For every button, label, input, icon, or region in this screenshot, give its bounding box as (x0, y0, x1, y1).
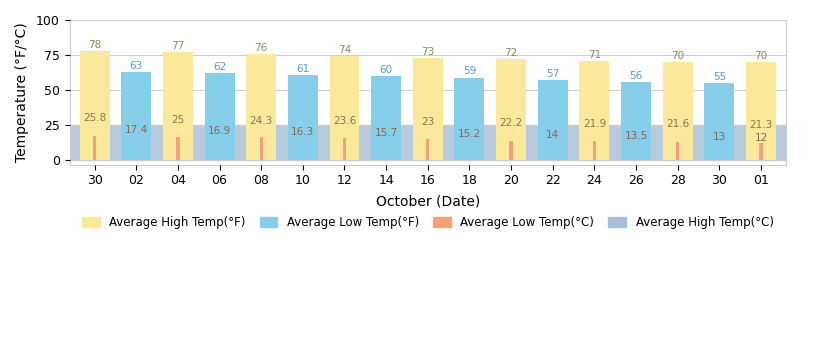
Text: 12: 12 (754, 133, 768, 143)
Bar (579, 61, 609, 160)
Bar (93, 136, 96, 160)
Text: 15.2: 15.2 (458, 129, 481, 139)
Text: 70: 70 (671, 51, 685, 61)
Bar (121, 72, 151, 160)
Bar (496, 59, 526, 160)
Text: 23: 23 (421, 117, 434, 127)
Text: 59: 59 (463, 66, 476, 76)
Text: 63: 63 (129, 61, 143, 71)
Bar (204, 73, 235, 160)
Bar (426, 139, 429, 160)
Bar (676, 142, 680, 160)
Text: 21.3: 21.3 (749, 120, 773, 130)
Y-axis label: Temperature (°F/°C): Temperature (°F/°C) (15, 22, 29, 162)
X-axis label: October (Date): October (Date) (376, 194, 480, 208)
Text: 25.8: 25.8 (83, 113, 106, 123)
Text: 73: 73 (421, 47, 434, 57)
Text: 60: 60 (379, 65, 393, 75)
Bar (538, 80, 568, 160)
Text: 74: 74 (338, 45, 351, 55)
Bar (260, 138, 263, 160)
Bar (621, 82, 651, 160)
Text: 14: 14 (546, 130, 559, 140)
Bar (663, 62, 693, 160)
Text: 22.2: 22.2 (500, 118, 523, 129)
Text: 17.4: 17.4 (124, 126, 148, 135)
Text: 24.3: 24.3 (250, 115, 273, 126)
Text: 78: 78 (88, 40, 101, 50)
Text: 76: 76 (255, 43, 268, 52)
Text: 56: 56 (629, 71, 642, 81)
Text: 13.5: 13.5 (624, 131, 647, 141)
Text: 71: 71 (588, 50, 601, 60)
Bar (705, 83, 735, 160)
Text: 70: 70 (754, 51, 768, 61)
Bar (176, 136, 179, 160)
Bar (80, 51, 110, 160)
Text: 62: 62 (212, 62, 226, 72)
Text: 25: 25 (171, 114, 184, 125)
Text: 61: 61 (296, 64, 310, 73)
Bar (510, 141, 513, 160)
Text: 21.9: 21.9 (583, 119, 606, 129)
Bar (593, 142, 596, 160)
Bar (371, 76, 401, 160)
Bar (247, 54, 276, 160)
Bar (288, 75, 318, 160)
Bar (759, 143, 763, 160)
Bar (746, 62, 776, 160)
Text: 16.3: 16.3 (291, 127, 315, 137)
Text: 13: 13 (713, 132, 726, 142)
Bar (455, 77, 485, 160)
Bar (343, 138, 346, 160)
Text: 23.6: 23.6 (333, 117, 356, 126)
Bar (330, 56, 359, 160)
Bar (70, 125, 786, 160)
Text: 72: 72 (505, 48, 518, 58)
Text: 21.6: 21.6 (666, 119, 690, 129)
Bar (413, 58, 443, 160)
Text: 16.9: 16.9 (208, 126, 231, 136)
Text: 57: 57 (546, 69, 559, 79)
Text: 77: 77 (171, 41, 184, 51)
Text: 55: 55 (713, 72, 726, 82)
Text: 15.7: 15.7 (374, 128, 398, 138)
Legend: Average High Temp(°F), Average Low Temp(°F), Average Low Temp(°C), Average High : Average High Temp(°F), Average Low Temp(… (77, 211, 779, 234)
Bar (163, 52, 193, 160)
